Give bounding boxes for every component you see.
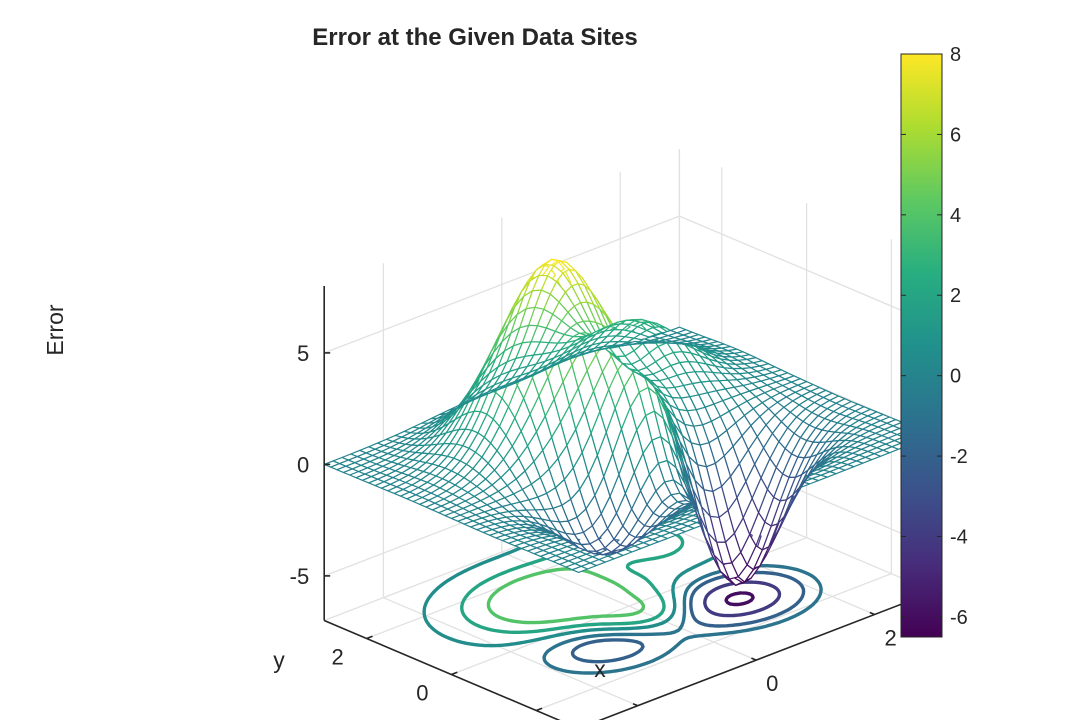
colorbar-tick-label: 4 [950, 205, 961, 227]
y-tick-label: 0 [416, 681, 428, 706]
y-tick [366, 635, 373, 640]
contour-line [703, 580, 782, 618]
y-tick-label: 2 [331, 645, 343, 670]
colorbar-tick-label: -6 [950, 607, 968, 629]
x-axis-label: x [594, 656, 606, 682]
y-axis-line [323, 619, 561, 720]
colorbar-tick-label: 8 [950, 44, 961, 66]
x-tick [869, 611, 875, 616]
x-tick [632, 702, 639, 707]
axes: -2 0 2 -2 0 2 -5 0 5 [290, 286, 935, 720]
colorbar-tick-label: 6 [950, 124, 961, 146]
colorbar-tick-label: 0 [950, 366, 961, 388]
colorbar-tick-label: -4 [950, 526, 968, 548]
colorbar: -6 -4 -2 0 2 4 6 8 [900, 44, 968, 638]
contour-line [542, 564, 823, 675]
grid-line [323, 215, 680, 354]
colorbar-tick-label: -2 [950, 446, 968, 468]
z-tick-label: -5 [290, 564, 310, 589]
z-tick-label: 0 [297, 452, 309, 477]
colorbar-gradient [900, 53, 943, 638]
mesh-surface [323, 258, 935, 586]
mesh-cell [323, 460, 340, 468]
colorbar-tick-label: 2 [950, 285, 961, 307]
grid-line [535, 573, 892, 712]
contour-line [486, 567, 646, 625]
contour-line [570, 570, 806, 664]
x-tick-label: -2 [644, 717, 664, 720]
y-axis-label: y [273, 647, 285, 673]
y-tick [535, 707, 543, 712]
z-axis-label: Error [42, 304, 68, 355]
z-tick-label: 5 [297, 341, 309, 366]
y-tick-label: -2 [497, 717, 517, 720]
contour-line [724, 591, 755, 607]
chart-title: Error at the Given Data Sites [312, 24, 637, 51]
grid-line [679, 215, 935, 325]
colorbar-ticks: -6 -4 -2 0 2 4 6 8 [901, 44, 968, 629]
x-tick [751, 657, 757, 661]
x-tick-label: 0 [766, 671, 778, 696]
y-tick [451, 671, 458, 676]
x-tick-label: 2 [884, 626, 896, 651]
